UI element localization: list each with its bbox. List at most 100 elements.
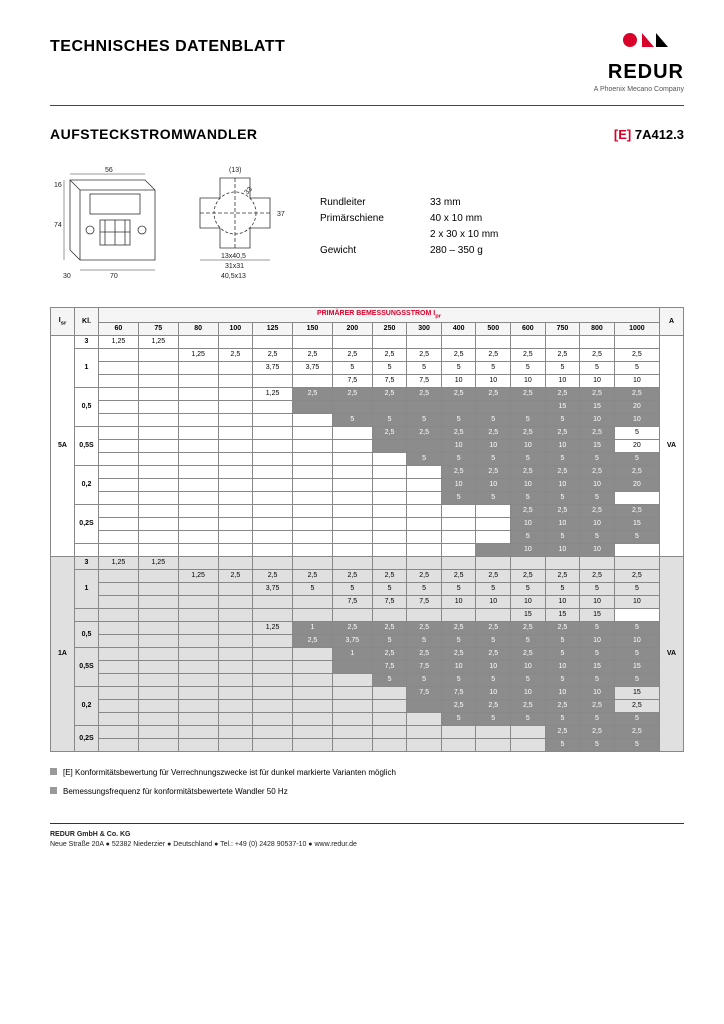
va-cell bbox=[178, 531, 218, 544]
va-cell bbox=[253, 544, 293, 557]
va-cell bbox=[253, 674, 293, 687]
va-cell: 5 bbox=[545, 531, 580, 544]
va-cell bbox=[332, 518, 372, 531]
va-cell bbox=[99, 687, 139, 700]
va-cell bbox=[253, 440, 293, 453]
va-cell: 2,5 bbox=[545, 466, 580, 479]
va-cell: 2,5 bbox=[511, 505, 546, 518]
va-cell: 5 bbox=[407, 414, 442, 427]
va-cell bbox=[178, 557, 218, 570]
va-cell: 5 bbox=[372, 583, 407, 596]
va-cell bbox=[99, 505, 139, 518]
va-cell: 10 bbox=[545, 661, 580, 674]
va-cell: 5 bbox=[332, 414, 372, 427]
va-cell: 5 bbox=[545, 674, 580, 687]
page-title: TECHNISCHES DATENBLATT bbox=[50, 38, 285, 56]
va-cell bbox=[332, 479, 372, 492]
va-cell: 5 bbox=[580, 622, 615, 635]
va-cell: 5 bbox=[511, 674, 546, 687]
va-cell: 1,25 bbox=[178, 349, 218, 362]
svg-text:16: 16 bbox=[54, 182, 62, 189]
va-cell bbox=[372, 544, 407, 557]
va-cell: 2,5 bbox=[580, 466, 615, 479]
va-cell: 10 bbox=[580, 687, 615, 700]
va-cell bbox=[138, 687, 178, 700]
va-cell: 10 bbox=[511, 596, 546, 609]
va-cell bbox=[178, 726, 218, 739]
va-cell: 2,5 bbox=[441, 648, 476, 661]
va-cell bbox=[218, 388, 253, 401]
va-cell: 5 bbox=[293, 583, 333, 596]
ratio-cell: 1A bbox=[51, 557, 75, 752]
va-cell bbox=[218, 648, 253, 661]
va-cell: 10 bbox=[545, 518, 580, 531]
va-cell: 5 bbox=[441, 635, 476, 648]
va-cell bbox=[293, 700, 333, 713]
va-cell: 2,5 bbox=[293, 349, 333, 362]
va-cell bbox=[218, 375, 253, 388]
kl-cell: 1 bbox=[75, 349, 99, 388]
va-cell: 2,5 bbox=[441, 622, 476, 635]
model-code: [E] 7A412.3 bbox=[614, 127, 684, 142]
kl-cell: 3 bbox=[75, 557, 99, 570]
va-cell: 2,5 bbox=[614, 349, 659, 362]
note-frequency: Bemessungsfrequenz für konformitätsbewer… bbox=[50, 785, 684, 799]
va-cell: 15 bbox=[580, 440, 615, 453]
va-cell: 2,5 bbox=[253, 349, 293, 362]
va-cell bbox=[178, 609, 218, 622]
va-cell bbox=[99, 713, 139, 726]
footer: REDUR GmbH & Co. KG Neue Straße 20A ● 52… bbox=[50, 830, 684, 850]
va-cell: 2,5 bbox=[545, 427, 580, 440]
va-cell bbox=[476, 401, 511, 414]
va-cell bbox=[99, 492, 139, 505]
va-cell bbox=[293, 557, 333, 570]
va-cell bbox=[372, 479, 407, 492]
va-cell: 2,5 bbox=[511, 570, 546, 583]
logo-subtitle: A Phoenix Mecano Company bbox=[594, 86, 684, 93]
va-cell bbox=[293, 713, 333, 726]
va-unit-cell: VA bbox=[660, 336, 684, 557]
va-cell bbox=[253, 635, 293, 648]
va-cell bbox=[218, 661, 253, 674]
va-cell bbox=[138, 596, 178, 609]
svg-text:30: 30 bbox=[63, 273, 71, 280]
va-cell bbox=[99, 414, 139, 427]
va-cell: 5 bbox=[441, 492, 476, 505]
va-cell bbox=[253, 505, 293, 518]
va-cell: 5 bbox=[614, 531, 659, 544]
va-cell: 7,5 bbox=[441, 687, 476, 700]
va-cell: 5 bbox=[511, 531, 546, 544]
va-cell: 5 bbox=[476, 713, 511, 726]
va-cell: 5 bbox=[580, 492, 615, 505]
va-cell bbox=[511, 726, 546, 739]
va-cell: 1,25 bbox=[138, 336, 178, 349]
va-cell: 5 bbox=[614, 453, 659, 466]
va-cell bbox=[138, 622, 178, 635]
kl-cell: 0,5 bbox=[75, 388, 99, 427]
va-cell: 2,5 bbox=[545, 349, 580, 362]
va-cell bbox=[218, 726, 253, 739]
va-cell bbox=[332, 505, 372, 518]
kl-cell: 3 bbox=[75, 336, 99, 349]
divider-red bbox=[50, 105, 684, 106]
col-current: 500 bbox=[476, 323, 511, 336]
va-cell: 5 bbox=[511, 713, 546, 726]
va-cell bbox=[372, 726, 407, 739]
va-cell: 7,5 bbox=[332, 375, 372, 388]
va-cell bbox=[178, 518, 218, 531]
col-current: 300 bbox=[407, 323, 442, 336]
va-cell: 5 bbox=[372, 635, 407, 648]
va-cell: 2,5 bbox=[293, 570, 333, 583]
va-cell bbox=[138, 700, 178, 713]
va-cell bbox=[407, 440, 442, 453]
va-cell: 10 bbox=[580, 544, 615, 557]
col-current: 150 bbox=[293, 323, 333, 336]
va-cell: 5 bbox=[511, 492, 546, 505]
va-cell bbox=[99, 648, 139, 661]
va-cell bbox=[178, 388, 218, 401]
va-cell: 5 bbox=[476, 635, 511, 648]
va-cell bbox=[372, 713, 407, 726]
va-cell: 15 bbox=[580, 401, 615, 414]
va-cell: 5 bbox=[545, 414, 580, 427]
va-cell: 5 bbox=[614, 622, 659, 635]
